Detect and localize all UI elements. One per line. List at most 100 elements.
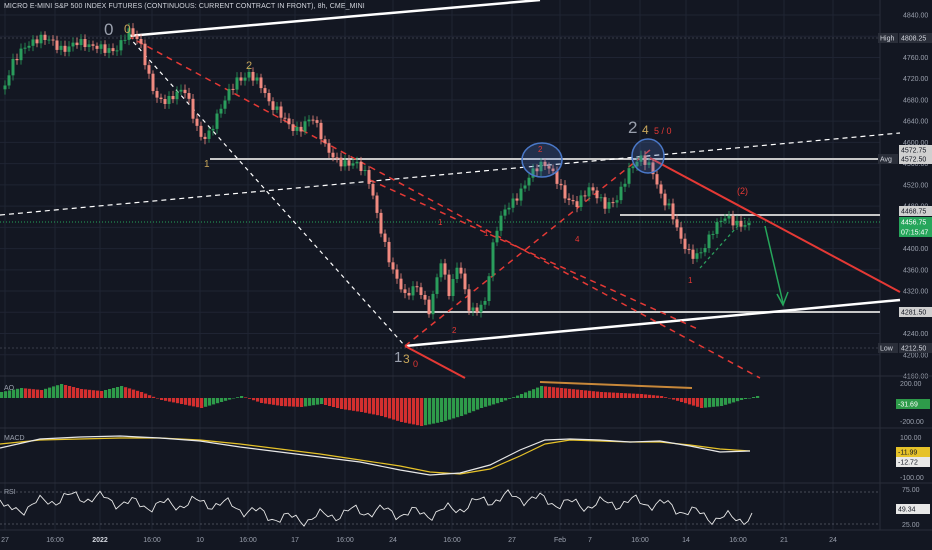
ao-bar (96, 390, 100, 398)
highlight-circle-left (521, 142, 563, 178)
candle-body (679, 227, 683, 239)
candle-body (719, 220, 723, 222)
candle-body (183, 89, 187, 94)
ao-bar (724, 398, 728, 405)
ao-bar (60, 384, 64, 398)
ao-bar (608, 392, 612, 398)
white-dashed-channel (0, 132, 901, 216)
candle-body (219, 108, 223, 114)
macd-tick-label: -100.00 (900, 475, 924, 482)
candle-body (83, 39, 87, 48)
ao-bar (220, 398, 224, 402)
ao-bar (300, 398, 304, 407)
ao-bar (712, 398, 716, 407)
price-value-label: 4572.75 (901, 148, 926, 155)
ao-bar (720, 398, 724, 406)
ao-bar (552, 387, 556, 398)
price-candles (3, 22, 751, 320)
candle-body (3, 85, 7, 90)
ao-bar (320, 398, 324, 404)
candle-body (395, 269, 399, 279)
candle-body (7, 75, 11, 86)
ao-bar (272, 398, 276, 405)
ao-bar (40, 390, 44, 398)
ao-bar (540, 386, 544, 398)
ao-bar (200, 398, 204, 408)
candle-body (435, 277, 439, 294)
candle-body (211, 128, 215, 131)
candle-body (523, 185, 527, 189)
ao-bar (252, 398, 256, 401)
candle-body (319, 122, 323, 140)
candle-body (615, 200, 619, 203)
candle-body (123, 39, 127, 41)
candle-body (747, 222, 751, 226)
ao-bar (388, 398, 392, 419)
macd-lines (0, 435, 751, 476)
ao-histogram (0, 384, 760, 426)
price-value-label-bg (899, 307, 932, 317)
ao-bar (196, 398, 200, 408)
candle-body (583, 195, 587, 197)
ao-bar (460, 398, 464, 416)
wave-label: 3 (403, 352, 410, 366)
ao-bar (492, 398, 496, 405)
candle-body (271, 101, 275, 110)
ao-bar (120, 386, 124, 398)
candle-body (179, 89, 183, 92)
time-tick-label: 24 (829, 537, 837, 544)
candle-body (659, 184, 663, 194)
ao-bar (276, 398, 280, 406)
candle-body (331, 152, 335, 158)
ao-trend-line (539, 381, 693, 389)
top-highlights[interactable] (521, 138, 665, 178)
ao-bar (452, 398, 456, 419)
candle-body (643, 155, 647, 165)
ao-bar (716, 398, 720, 407)
candle-body (267, 93, 271, 102)
candle-body (295, 126, 299, 131)
ao-bar (264, 398, 268, 404)
horizontal-levels[interactable] (0, 37, 880, 349)
projection-arrow[interactable] (764, 225, 789, 307)
trend-lines[interactable] (0, 0, 901, 379)
ao-bar (8, 390, 12, 398)
ao-bar (292, 398, 296, 407)
ao-bar (384, 398, 388, 418)
ao-bar (576, 389, 580, 398)
ao-bar (344, 398, 348, 410)
ao-bar (100, 391, 104, 398)
candle-body (119, 40, 123, 51)
white-dashed-decline (127, 35, 406, 347)
ao-bar (568, 388, 572, 398)
candle-body (363, 170, 367, 172)
ao-bar (640, 394, 644, 398)
candle-body (551, 168, 555, 172)
candle-body (699, 252, 703, 254)
countdown-label-bg (899, 227, 932, 237)
candle-body (383, 233, 387, 242)
candle-body (567, 198, 571, 201)
ao-bar (228, 398, 232, 400)
candle-body (459, 267, 463, 274)
ao-bar (756, 396, 760, 398)
candle-body (447, 274, 451, 296)
candle-body (327, 143, 331, 153)
candle-body (431, 293, 435, 315)
ao-bar (596, 391, 600, 398)
macd-value-label-bg (896, 447, 930, 457)
ao-bar (372, 398, 376, 415)
candle-body (79, 39, 83, 46)
ao-bar (352, 398, 356, 411)
candle-body (355, 161, 359, 164)
candle-body (619, 186, 623, 201)
candle-body (611, 202, 615, 204)
ao-bar (392, 398, 396, 420)
candle-body (243, 77, 247, 81)
ao-bar (32, 389, 36, 398)
candle-body (511, 198, 515, 208)
ao-bar (432, 398, 436, 424)
ao-bar (76, 388, 80, 398)
candle-body (727, 215, 731, 219)
